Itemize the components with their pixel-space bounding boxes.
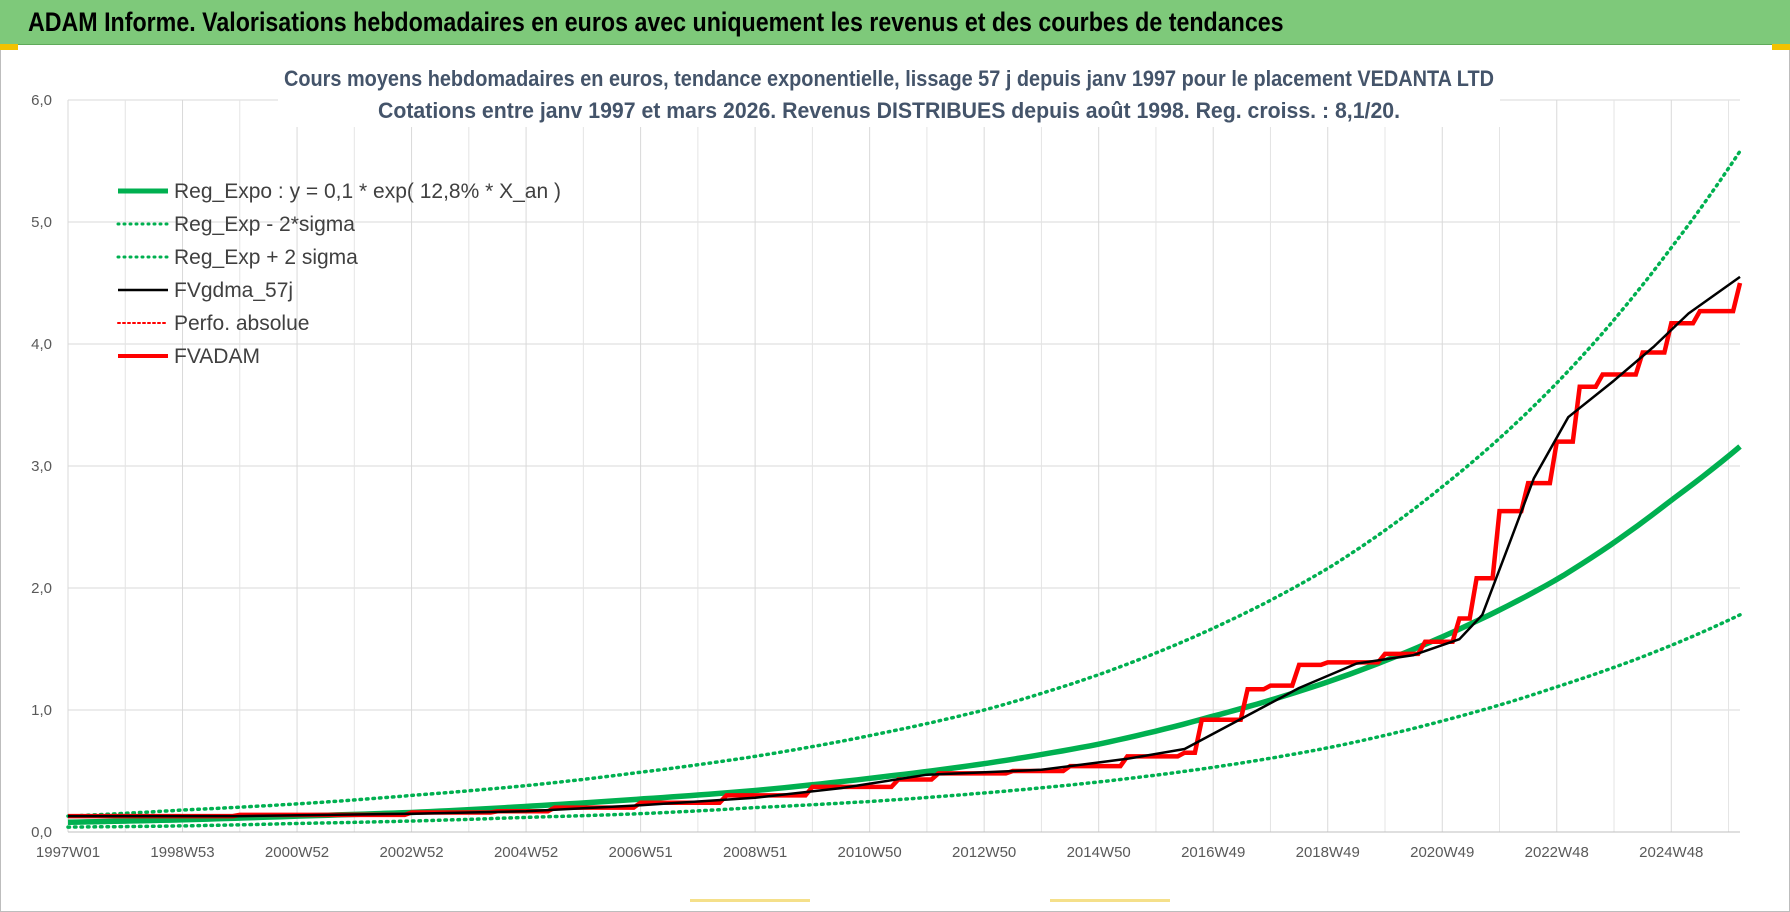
corner-accent-right [1772, 44, 1790, 50]
x-tick-label: 2020W49 [1410, 844, 1474, 861]
y-tick-label: 6,0 [31, 92, 52, 109]
legend-label: Perfo. absolue [174, 312, 309, 335]
x-tick-label: 1998W53 [150, 844, 214, 861]
gridlines [67, 99, 1740, 833]
x-tick-label: 2022W48 [1525, 844, 1589, 861]
y-tick-label: 4,0 [31, 336, 52, 353]
y-axis-ticks: 0,0 1,0 2,0 3,0 4,0 5,0 6,0 [31, 92, 52, 841]
corner-accent-left [0, 44, 18, 50]
title-background [278, 61, 1500, 127]
x-tick-label: 2002W52 [379, 844, 443, 861]
y-tick-label: 1,0 [31, 702, 52, 719]
chart-area: 0,0 1,0 2,0 3,0 4,0 5,0 6,0 1997W01 1998W53 2000… [0, 45, 1790, 905]
series-fvgdma-57j [68, 275, 1741, 818]
x-tick-label: 2006W51 [608, 844, 672, 861]
header-banner: ADAM Informe. Valorisations hebdomadaire… [0, 0, 1790, 45]
series-perfo-absolue [68, 282, 1741, 818]
series-reg-expo [67, 444, 1742, 825]
legend-label: Reg_Exp - 2*sigma [174, 213, 355, 236]
x-tick-label: 2004W52 [494, 844, 558, 861]
legend-label: Reg_Expo : y = 0,1 * exp( 12,8% * X_an ) [174, 180, 561, 203]
legend-label: FVADAM [174, 345, 260, 368]
y-tick-label: 0,0 [31, 824, 52, 841]
legend-label: Reg_Exp + 2 sigma [174, 246, 358, 269]
x-tick-label: 2008W51 [723, 844, 787, 861]
bottom-accent-right [1050, 899, 1170, 902]
series-reg-exp-minus-2sigma [66, 613, 1742, 829]
series-reg-exp-plus-2sigma [66, 149, 1742, 818]
x-tick-label: 2014W50 [1067, 844, 1131, 861]
x-tick-label: 2010W50 [838, 844, 902, 861]
chart-title-line1: Cours moyens hebdomadaires en euros, ten… [284, 66, 1494, 91]
x-tick-label: 2012W50 [952, 844, 1016, 861]
x-tick-label: 1997W01 [36, 844, 100, 861]
y-tick-label: 3,0 [31, 458, 52, 475]
x-tick-label: 2000W52 [265, 844, 329, 861]
y-tick-label: 2,0 [31, 580, 52, 597]
series-group [66, 149, 1743, 829]
series-fvadam [68, 282, 1743, 819]
x-axis-ticks: 1997W01 1998W53 2000W52 2002W52 2004W52 2006W… [36, 844, 1704, 861]
x-tick-label: 2016W49 [1181, 844, 1245, 861]
legend-label: FVgdma_57j [174, 279, 293, 302]
y-tick-label: 5,0 [31, 214, 52, 231]
line-chart: 0,0 1,0 2,0 3,0 4,0 5,0 6,0 1997W01 1998W53 2000… [31, 61, 1743, 861]
bottom-accent-left [690, 899, 810, 902]
x-tick-label: 2018W49 [1296, 844, 1360, 861]
legend: Reg_Expo : y = 0,1 * exp( 12,8% * X_an )… [116, 180, 561, 368]
chart-title-line2: Cotations entre janv 1997 et mars 2026. … [378, 98, 1400, 123]
report-title: ADAM Informe. Valorisations hebdomadaire… [28, 7, 1284, 37]
x-tick-label: 2024W48 [1639, 844, 1703, 861]
